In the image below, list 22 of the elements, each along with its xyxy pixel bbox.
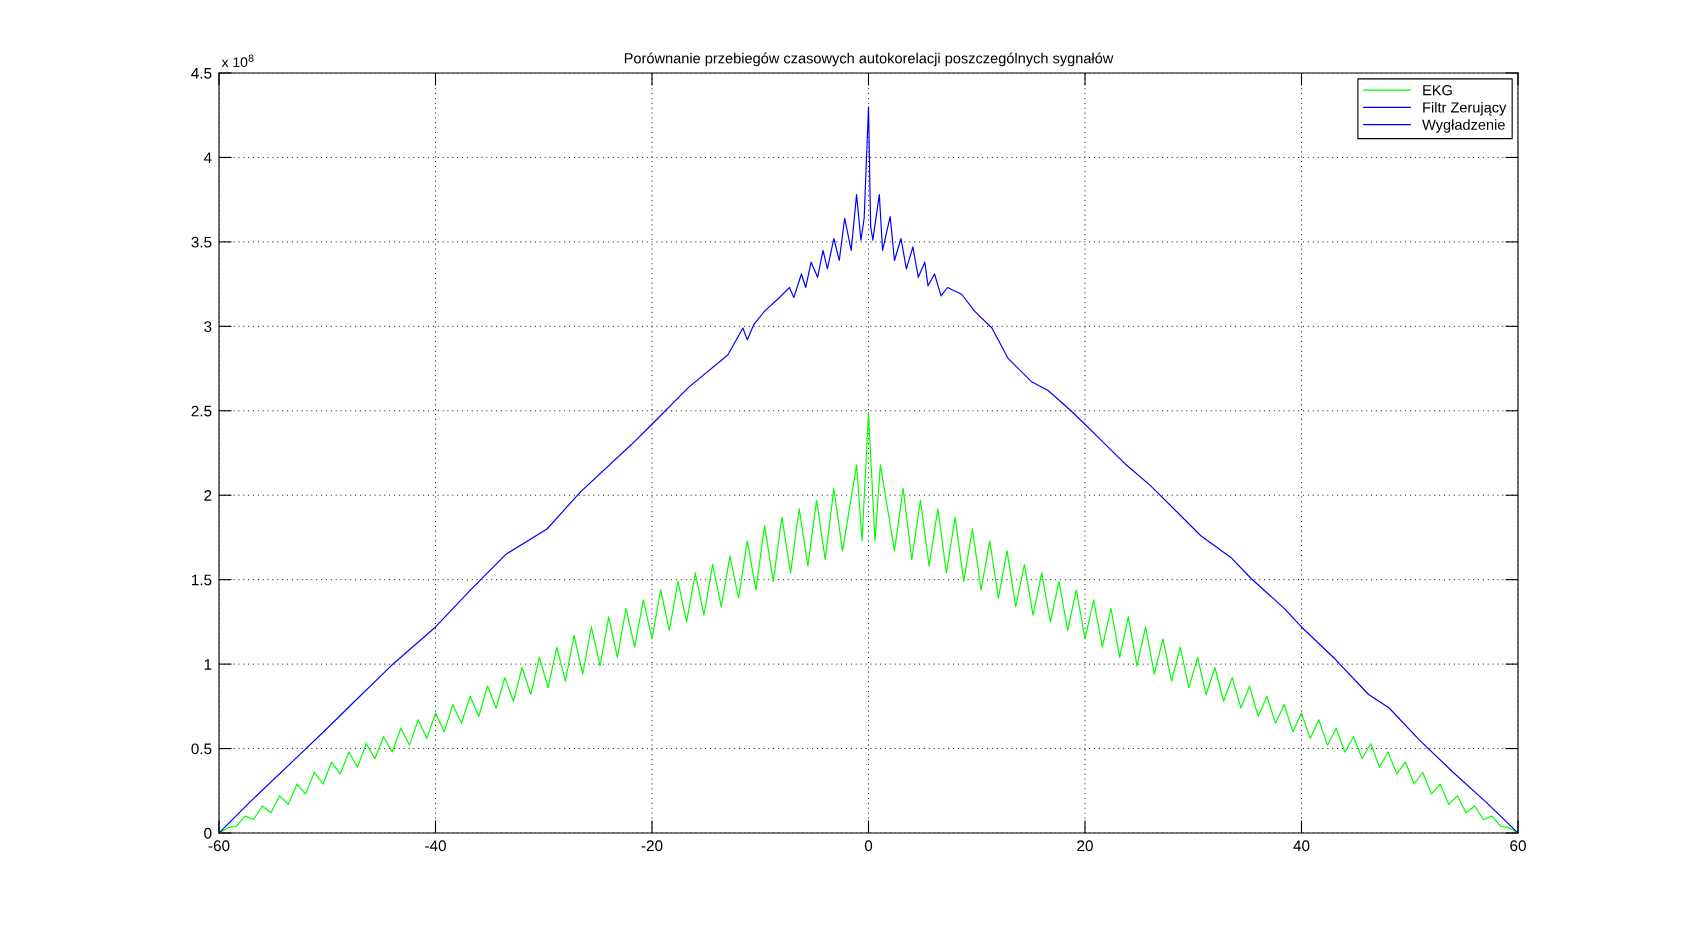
y-tick-label: 1.5 — [191, 574, 212, 586]
y-tick-label: 3 — [204, 321, 212, 333]
y-tick-label: 3.5 — [191, 236, 212, 248]
x-tick-label: 40 — [1293, 840, 1310, 852]
y-tick-label: 0.5 — [191, 743, 212, 755]
legend-label: Wygładzenie — [1422, 119, 1505, 133]
x-tick-label: 60 — [1510, 840, 1526, 852]
y-tick-label: 2 — [204, 490, 212, 501]
y-tick-label: 2.5 — [191, 405, 212, 417]
chart-title: Porównanie przebiegów czasowych autokorelacji poszczególnych sygnałów — [624, 52, 1114, 67]
y-tick-label: 4.5 — [191, 68, 212, 79]
x-tick-label: -40 — [425, 840, 446, 852]
x-tick-label: 0 — [864, 840, 873, 852]
legend-label: EKG — [1423, 85, 1452, 96]
y-tick-label: 4 — [203, 152, 212, 163]
legend-label: Filtr Zerujący — [1423, 101, 1507, 116]
x-tick-label: -20 — [641, 840, 663, 852]
y-tick-label: 0 — [204, 827, 212, 839]
x-tick-label: 20 — [1077, 840, 1093, 852]
x-tick-label: -60 — [208, 840, 230, 852]
text: x 10$^{8}$ — [221, 54, 254, 68]
y-tick-label: 1 — [204, 659, 212, 670]
